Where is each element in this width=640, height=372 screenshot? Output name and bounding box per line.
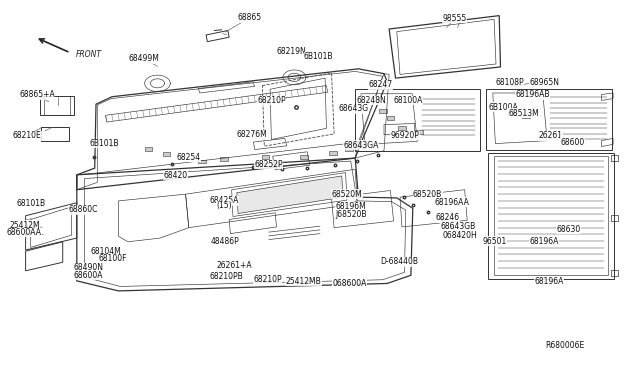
Bar xyxy=(329,151,337,155)
Bar xyxy=(415,130,423,134)
Text: 6B101B: 6B101B xyxy=(90,139,119,148)
Text: 68196A: 68196A xyxy=(534,277,564,286)
Text: 68630: 68630 xyxy=(556,225,580,234)
Text: 6B100A: 6B100A xyxy=(489,103,518,112)
Text: 068420H: 068420H xyxy=(442,231,477,240)
Text: 68965N: 68965N xyxy=(529,78,559,87)
Text: 68104M: 68104M xyxy=(90,247,121,256)
Text: 68219N: 68219N xyxy=(276,47,306,56)
Bar xyxy=(611,215,618,221)
Text: 98555: 98555 xyxy=(442,14,467,23)
Text: 68108P: 68108P xyxy=(495,78,524,87)
Text: 68865: 68865 xyxy=(237,13,262,22)
Text: 68865+A: 68865+A xyxy=(19,90,55,99)
Text: 68210P: 68210P xyxy=(253,275,282,283)
Text: 68643GB: 68643GB xyxy=(440,222,476,231)
Text: R680006E: R680006E xyxy=(545,341,584,350)
Bar xyxy=(387,116,394,120)
Text: 26261: 26261 xyxy=(538,131,563,140)
Bar xyxy=(262,155,269,159)
Bar xyxy=(163,152,170,156)
Text: 68100A: 68100A xyxy=(394,96,423,105)
Text: D-68440B: D-68440B xyxy=(380,257,419,266)
Text: 68513M: 68513M xyxy=(508,109,539,118)
Text: 68196M: 68196M xyxy=(335,202,366,211)
Text: 68196AB: 68196AB xyxy=(515,90,550,99)
Text: 68196AA: 68196AA xyxy=(435,198,469,207)
Bar xyxy=(358,144,365,148)
Text: 68420: 68420 xyxy=(163,171,188,180)
Text: 68210P: 68210P xyxy=(257,96,285,105)
Bar xyxy=(198,160,206,163)
Text: 68252P: 68252P xyxy=(255,160,283,169)
Text: 68520M: 68520M xyxy=(332,190,362,199)
Text: 68276M: 68276M xyxy=(236,130,267,139)
Bar xyxy=(145,147,152,151)
Bar xyxy=(300,155,308,159)
Text: 68643G: 68643G xyxy=(338,105,369,113)
Text: 25412M: 25412M xyxy=(9,221,40,230)
Text: 68210PB: 68210PB xyxy=(210,272,243,280)
Text: 96920P: 96920P xyxy=(390,131,420,140)
Text: 68210E: 68210E xyxy=(13,131,41,140)
Text: 68254: 68254 xyxy=(177,153,201,162)
Text: 25412MB: 25412MB xyxy=(285,277,321,286)
Text: 68100F: 68100F xyxy=(99,254,127,263)
Text: 68490N: 68490N xyxy=(74,263,103,272)
Text: 68520B: 68520B xyxy=(413,190,442,199)
Text: 68101B: 68101B xyxy=(16,199,45,208)
Bar xyxy=(508,112,516,115)
Bar xyxy=(611,155,618,161)
Text: 68600AA: 68600AA xyxy=(7,228,42,237)
Bar xyxy=(398,126,406,130)
Bar xyxy=(345,148,353,151)
Bar xyxy=(110,142,118,146)
Bar xyxy=(379,109,387,113)
Text: FRONT: FRONT xyxy=(76,50,102,59)
Polygon shape xyxy=(237,176,343,214)
Text: 68248N: 68248N xyxy=(356,96,386,105)
Text: 68425A: 68425A xyxy=(209,196,239,205)
Text: 26261+A: 26261+A xyxy=(216,262,252,270)
Text: 68246: 68246 xyxy=(436,213,460,222)
Text: 96501: 96501 xyxy=(483,237,507,246)
Bar xyxy=(522,114,530,118)
Bar xyxy=(220,157,228,161)
Text: 68600A: 68600A xyxy=(74,271,103,280)
Text: 068600A: 068600A xyxy=(332,279,367,288)
Text: 68600: 68600 xyxy=(560,138,584,147)
Text: 68499M: 68499M xyxy=(129,54,159,63)
Text: (15): (15) xyxy=(216,201,232,210)
Text: 68643GA: 68643GA xyxy=(343,141,379,150)
Text: 68860C: 68860C xyxy=(68,205,98,214)
Text: 68247: 68247 xyxy=(369,80,393,89)
Text: 68196A: 68196A xyxy=(529,237,559,246)
Text: 48486P: 48486P xyxy=(211,237,239,246)
Bar xyxy=(611,270,618,276)
Text: J68520B: J68520B xyxy=(335,210,367,219)
Text: 6B101B: 6B101B xyxy=(304,52,333,61)
